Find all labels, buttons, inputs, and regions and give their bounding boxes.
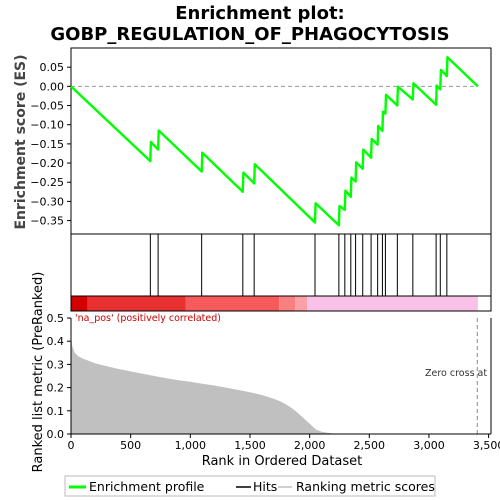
legend-label-hits: Hits [253, 479, 277, 494]
color-bar-segment [185, 296, 280, 311]
legend-label-metric: Ranking metric scores [296, 479, 435, 494]
color-bar-segment [307, 296, 478, 311]
legend: Enrichment profile Hits Ranking metric s… [64, 475, 436, 497]
x-tick-label: 3,000 [413, 439, 445, 452]
color-bar-frame [70, 295, 492, 312]
es-y-tick-label: −0.10 [30, 119, 64, 132]
x-tick-label: 1,000 [175, 439, 207, 452]
metric-y-tick-label: 0.0 [47, 428, 65, 441]
metric-y-tick-label: 0.2 [47, 382, 65, 395]
hits-panel [70, 233, 492, 297]
metric-axis-label: Ranked list metric (PreRanked) [31, 272, 46, 473]
es-y-tick-label: −0.15 [30, 138, 64, 151]
x-tick-label: 0 [68, 439, 75, 452]
ranking-metric-area [71, 336, 478, 434]
x-tick-label: 2,000 [294, 439, 326, 452]
color-bar-segment [279, 296, 296, 311]
color-bar-segment [295, 296, 308, 311]
es-y-tick-label: 0.05 [40, 61, 65, 74]
enrichment-profile-line [70, 56, 479, 227]
es-y-tick-label: −0.30 [30, 195, 64, 208]
hits-frame [70, 233, 492, 297]
es-plot-frame [70, 47, 492, 235]
x-tick-label: 1,500 [234, 439, 266, 452]
es-y-tick-label: 0.00 [40, 80, 65, 93]
rank-color-bar [70, 295, 492, 312]
color-bar-segment [87, 296, 186, 311]
zero-cross-note: Zero cross at [425, 368, 487, 379]
chart-title-line2: GOBP_REGULATION_OF_PHAGOCYTOSIS [50, 24, 449, 45]
positive-correlation-note: 'na_pos' (positively correlated) [75, 313, 221, 324]
color-bar-segment [71, 296, 88, 311]
metric-y-tick-label: 0.5 [47, 312, 65, 325]
enrichment-score-panel: 0.05 0.00 −0.05 −0.10 −0.15 −0.20 −0.25 −0.30 −0… [30, 47, 492, 235]
metric-y-tick-label: 0.1 [47, 405, 65, 418]
metric-y-tick-label: 0.4 [47, 335, 65, 348]
x-tick-label: 500 [120, 439, 141, 452]
legend-frame [64, 475, 436, 497]
es-axis-label: Enrichment score (ES) [13, 54, 29, 229]
es-y-tick-label: −0.20 [30, 157, 64, 170]
metric-y-tick-label: 0.3 [47, 358, 65, 371]
x-tick-label: 3,500 [473, 439, 500, 452]
es-y-tick-label: −0.05 [30, 100, 64, 113]
chart-title-line1: Enrichment plot: [175, 3, 345, 24]
es-y-tick-label: −0.35 [30, 215, 64, 228]
es-y-tick-label: −0.25 [30, 176, 64, 189]
x-tick-label: 2,500 [354, 439, 386, 452]
legend-label-enrichment: Enrichment profile [89, 479, 205, 494]
x-axis-label: Rank in Ordered Dataset [202, 454, 363, 469]
ranked-metric-panel: 0.0 0.1 0.2 0.3 0.4 0.5 0 500 1,000 1,500 2,000 2,5… [47, 312, 500, 452]
